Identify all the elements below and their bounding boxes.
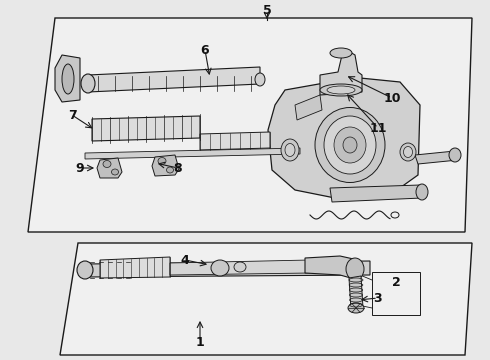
Ellipse shape — [400, 143, 416, 161]
Text: 7: 7 — [68, 108, 76, 122]
Text: 3: 3 — [374, 292, 382, 305]
Ellipse shape — [81, 74, 95, 93]
Polygon shape — [92, 116, 200, 141]
Ellipse shape — [315, 108, 385, 183]
Polygon shape — [349, 276, 363, 310]
Text: 11: 11 — [369, 122, 387, 135]
Ellipse shape — [62, 64, 74, 94]
Ellipse shape — [334, 127, 366, 163]
Polygon shape — [85, 261, 370, 277]
Text: 10: 10 — [383, 91, 401, 104]
Polygon shape — [28, 18, 472, 232]
Text: 1: 1 — [196, 336, 204, 348]
Ellipse shape — [285, 144, 295, 157]
Ellipse shape — [255, 73, 265, 86]
Text: 5: 5 — [263, 4, 271, 17]
Ellipse shape — [281, 139, 299, 161]
Ellipse shape — [112, 169, 119, 175]
Text: 6: 6 — [201, 44, 209, 57]
Ellipse shape — [234, 262, 246, 272]
Polygon shape — [295, 95, 322, 120]
Polygon shape — [330, 185, 422, 202]
Text: 2: 2 — [392, 276, 400, 289]
Polygon shape — [100, 257, 170, 278]
Ellipse shape — [320, 84, 362, 96]
Ellipse shape — [330, 48, 352, 58]
Ellipse shape — [167, 167, 173, 173]
Polygon shape — [152, 155, 179, 176]
Polygon shape — [268, 78, 420, 200]
Text: 8: 8 — [173, 162, 182, 175]
Ellipse shape — [158, 158, 166, 165]
Ellipse shape — [211, 260, 229, 276]
Ellipse shape — [391, 212, 399, 218]
Polygon shape — [320, 52, 362, 95]
Polygon shape — [415, 151, 458, 164]
Ellipse shape — [343, 137, 357, 153]
Ellipse shape — [103, 161, 111, 167]
Ellipse shape — [449, 148, 461, 162]
Polygon shape — [97, 158, 122, 178]
Ellipse shape — [327, 86, 355, 94]
Polygon shape — [55, 55, 80, 102]
Ellipse shape — [346, 258, 364, 280]
Ellipse shape — [324, 116, 376, 174]
Polygon shape — [200, 132, 270, 150]
Text: 9: 9 — [75, 162, 84, 175]
Ellipse shape — [348, 303, 364, 313]
Polygon shape — [60, 243, 472, 355]
Text: 4: 4 — [181, 253, 189, 266]
Ellipse shape — [403, 147, 413, 158]
Polygon shape — [88, 67, 260, 92]
Polygon shape — [170, 260, 310, 275]
Polygon shape — [85, 148, 300, 159]
Polygon shape — [305, 256, 362, 280]
Ellipse shape — [77, 261, 93, 279]
Ellipse shape — [416, 184, 428, 200]
